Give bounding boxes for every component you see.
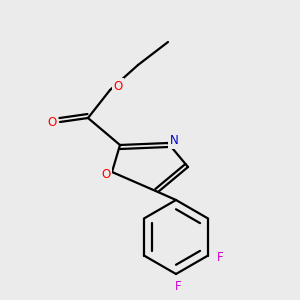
Text: N: N	[169, 134, 178, 148]
Text: F: F	[217, 251, 224, 264]
Text: O: O	[113, 80, 123, 92]
Text: O: O	[47, 116, 57, 128]
Text: F: F	[175, 280, 181, 292]
Text: O: O	[101, 167, 111, 181]
